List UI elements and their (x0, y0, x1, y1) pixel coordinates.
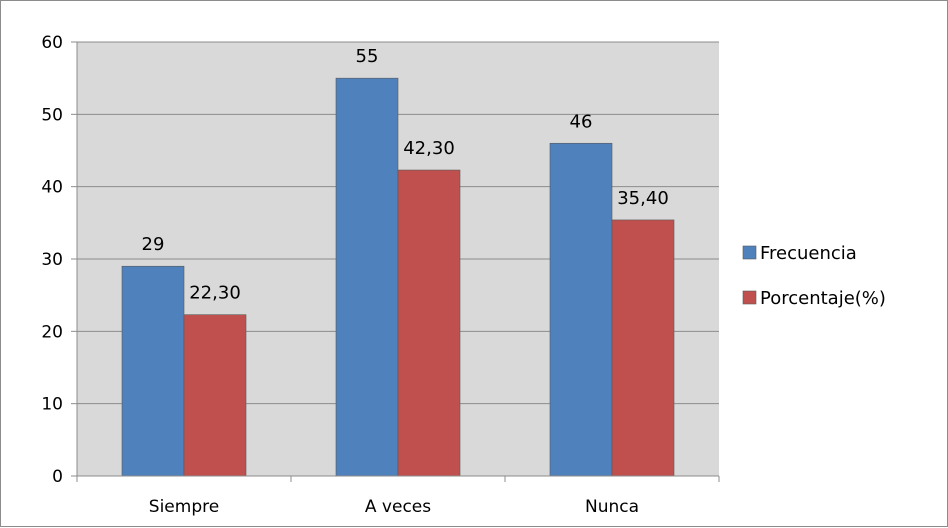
bar-frecuencia (335, 77, 399, 477)
x-tick-label: Siempre (149, 497, 219, 517)
data-label: 42,30 (403, 138, 455, 159)
legend-swatch (742, 290, 757, 305)
data-labels: 29 22,30 55 42,30 46 35,40 (142, 46, 669, 304)
tick-labels: 0 10 20 30 40 50 60 Siempre A veces Nunca (41, 33, 639, 517)
x-tick-label: Nunca (585, 497, 639, 517)
y-tick-label: 30 (41, 250, 63, 270)
y-tick-label: 40 (41, 178, 63, 198)
legend-label: Frecuencia (760, 243, 857, 264)
bar-porcentaje (611, 219, 675, 477)
data-label: 55 (356, 46, 379, 67)
legend-swatch (742, 245, 757, 260)
y-tick-label: 10 (41, 395, 63, 415)
x-tick-label: A veces (365, 497, 431, 517)
data-label: 46 (570, 111, 593, 132)
legend-label: Porcentaje(%) (760, 288, 886, 309)
data-label: 22,30 (189, 283, 241, 304)
bars (121, 77, 675, 477)
data-label: 35,40 (617, 188, 669, 209)
bar-porcentaje (397, 169, 461, 477)
axes (76, 42, 720, 482)
legend: Frecuencia Porcentaje(%) (742, 243, 886, 309)
bar-frecuencia (549, 142, 613, 477)
bar-porcentaje (183, 314, 247, 477)
y-tick-label: 20 (41, 322, 63, 342)
bar-frecuencia (121, 265, 185, 477)
y-tick-label: 60 (41, 33, 63, 53)
y-tick-label: 50 (41, 105, 63, 125)
data-label: 29 (142, 234, 165, 255)
y-tick-label: 0 (52, 467, 63, 487)
